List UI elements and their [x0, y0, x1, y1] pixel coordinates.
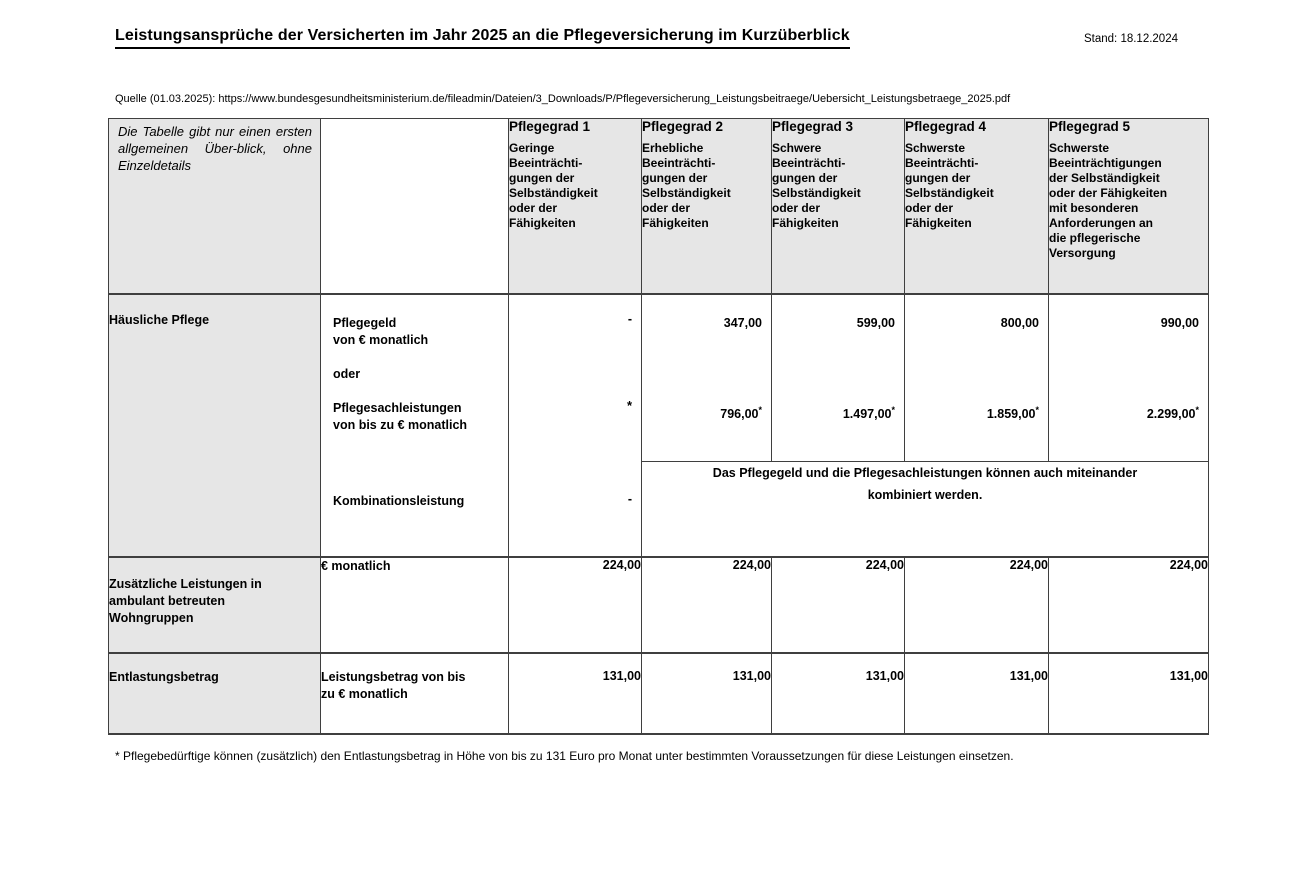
entlastungsbetrag-value-pg5: 131,00 — [1048, 651, 1209, 734]
pflegegrad-3-haeusliche-cell: 599,00 1.497,00* — [771, 292, 905, 462]
header-pflegegrad-1: Pflegegrad 1 Geringe Beeinträchti- gunge… — [508, 118, 642, 294]
pflegegrad-2-title: Pflegegrad 2 — [642, 119, 724, 134]
header-pflegegrad-5: Pflegegrad 5 Schwerste Beeinträchtigunge… — [1048, 118, 1209, 294]
sachleistung-value-pg5: 2.299,00* — [1049, 402, 1208, 423]
entlastungsbetrag-value-pg4: 131,00 — [904, 651, 1049, 734]
pflegegrad-3-subtitle: Schwere Beeinträchti- gungen der Selbstä… — [772, 141, 861, 230]
footnote-marker-pg4: * — [1035, 404, 1039, 415]
sachleistung-value-pg3: 1.497,00* — [772, 402, 904, 423]
pflegegeld-value-pg5: 990,00 — [1160, 315, 1199, 330]
haeusliche-pflege-label-cell: Häusliche Pflege — [108, 292, 321, 557]
header-pflegegrad-2: Pflegegrad 2 Erhebliche Beeinträchti- gu… — [641, 118, 772, 294]
kombinationsleistung-label: Kombinationsleistung — [333, 493, 465, 508]
pflegegrad-4-subtitle: Schwerste Beeinträchti- gungen der Selbs… — [905, 141, 994, 230]
pflegegrad-1-values-cell: - * - — [508, 292, 642, 557]
entlastungsbetrag-value-pg3: 131,00 — [771, 651, 905, 734]
sachleistung-amount-pg2: 796,00 — [720, 406, 759, 421]
pflegegeld-value-pg2: 347,00 — [723, 315, 762, 330]
row-wohngruppen: Zusätzliche Leistungen in ambulant betre… — [108, 555, 1209, 653]
footnote-marker-pg2: * — [758, 404, 762, 415]
kombination-note-cell: Das Pflegegeld und die Pflegesachleistun… — [641, 461, 1209, 557]
stand-date: Stand: 18.12.2024 — [1084, 33, 1178, 45]
benefit-type-labels: Pflegegeld von € monatlich oder Pflegesa… — [333, 315, 468, 432]
pg1-kombination-mark: - — [627, 491, 632, 506]
wohngruppen-label-cell: Zusätzliche Leistungen in ambulant betre… — [108, 555, 321, 653]
pflegegeld-value-pg4: 800,00 — [1000, 315, 1039, 330]
header-row: Die Tabelle gibt nur einen ersten allgem… — [108, 118, 1209, 294]
wohngruppen-value-pg1: 224,00 — [508, 555, 642, 653]
footnote: * Pflegebedürftige können (zusätzlich) d… — [115, 749, 1014, 763]
pg1-pflegegeld-mark: - — [627, 311, 632, 326]
pflegegrad-5-title: Pflegegrad 5 — [1049, 119, 1131, 134]
pflegegrad-1-title: Pflegegrad 1 — [509, 119, 591, 134]
entlastungsbetrag-value-pg1: 131,00 — [508, 651, 642, 734]
pflegegrad-5-subtitle: Schwerste Beeinträchtigungen der Selbstä… — [1049, 141, 1168, 260]
header-pflegegrad-4: Pflegegrad 4 Schwerste Beeinträchti- gun… — [904, 118, 1049, 294]
pflegegrad-2-subtitle: Erhebliche Beeinträchti- gungen der Selb… — [642, 141, 731, 230]
benefit-type-cell: Pflegegeld von € monatlich oder Pflegesa… — [320, 292, 509, 557]
page-title: Leistungsansprüche der Versicherten im J… — [115, 27, 850, 49]
sachleistung-amount-pg5: 2.299,00 — [1146, 406, 1196, 421]
pflegegrad-1-subtitle: Geringe Beeinträchti- gungen der Selbstä… — [509, 141, 598, 230]
entlastungsbetrag-label-cell: Entlastungsbetrag — [108, 651, 321, 734]
entlastungsbetrag-unit-cell: Leistungsbetrag von bis zu € monatlich — [320, 651, 509, 734]
entlastungsbetrag-value-pg2: 131,00 — [641, 651, 772, 734]
pflegegrad-4-haeusliche-cell: 800,00 1.859,00* — [904, 292, 1049, 462]
intro-note: Die Tabelle gibt nur einen ersten allgem… — [118, 124, 312, 173]
wohngruppen-value-pg5: 224,00 — [1048, 555, 1209, 653]
sachleistung-amount-pg3: 1.497,00 — [842, 406, 892, 421]
sachleistung-value-pg2: 796,00* — [642, 402, 771, 423]
empty-header-cell — [320, 118, 509, 294]
source-line: Quelle (01.03.2025): https://www.bundesg… — [115, 93, 1011, 105]
wohngruppen-unit-cell: € monatlich — [320, 555, 509, 653]
pflegegrad-4-title: Pflegegrad 4 — [905, 119, 987, 134]
pflegegrad-3-title: Pflegegrad 3 — [772, 119, 854, 134]
wohngruppen-value-pg4: 224,00 — [904, 555, 1049, 653]
sachleistung-amount-pg4: 1.859,00 — [986, 406, 1036, 421]
row-kombinationsleistung: Das Pflegegeld und die Pflegesachleistun… — [109, 461, 1209, 557]
pflegegrad-2-haeusliche-cell: 347,00 796,00* — [641, 292, 772, 462]
pg1-sachleistung-mark: * — [626, 397, 632, 413]
benefits-table: Die Tabelle gibt nur einen ersten allgem… — [108, 118, 1209, 735]
intro-note-cell: Die Tabelle gibt nur einen ersten allgem… — [108, 118, 321, 294]
row-entlastungsbetrag: Entlastungsbetrag Leistungsbetrag von bi… — [108, 651, 1209, 734]
wohngruppen-value-pg2: 224,00 — [641, 555, 772, 653]
footnote-marker-pg5: * — [1195, 404, 1199, 415]
pflegegrad-5-haeusliche-cell: 990,00 2.299,00* — [1048, 292, 1209, 462]
header-pflegegrad-3: Pflegegrad 3 Schwere Beeinträchti- gunge… — [771, 118, 905, 294]
wohngruppen-value-pg3: 224,00 — [771, 555, 905, 653]
footnote-marker-pg3: * — [891, 404, 895, 415]
pflegegeld-value-pg3: 599,00 — [856, 315, 895, 330]
row-haeusliche-pflege: Häusliche Pflege Pflegegeld von € monatl… — [108, 292, 1209, 557]
benefits-table-wrap: Die Tabelle gibt nur einen ersten allgem… — [108, 118, 1209, 735]
sachleistung-value-pg4: 1.859,00* — [905, 402, 1048, 423]
haeusliche-pflege-label: Häusliche Pflege — [109, 312, 210, 327]
